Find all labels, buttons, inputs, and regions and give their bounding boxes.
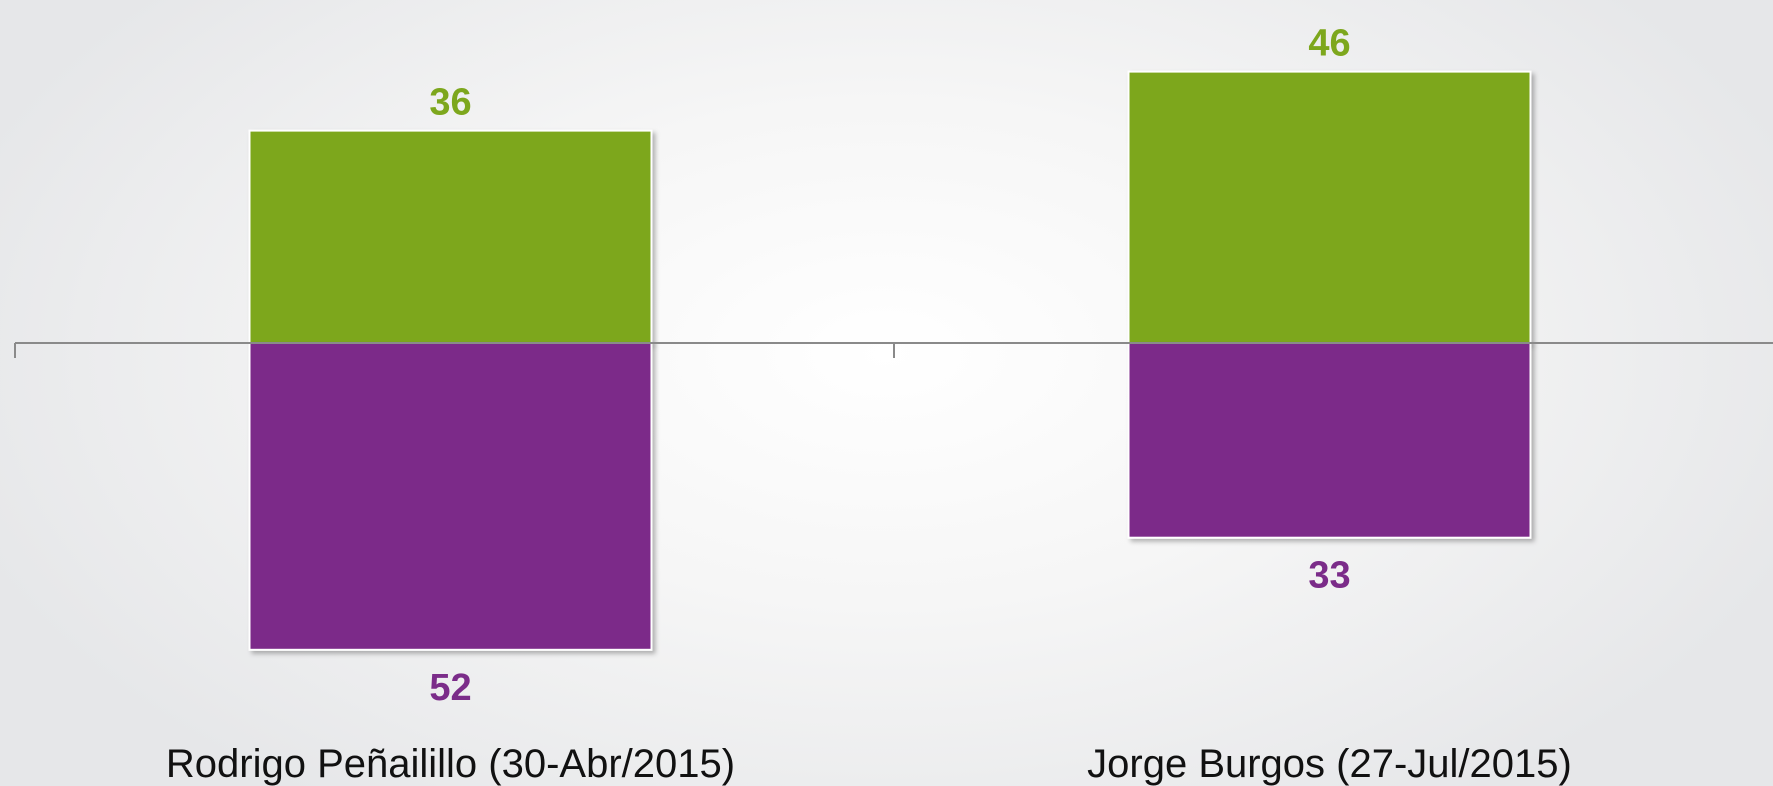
data-label-positive-0: 36 — [429, 82, 471, 124]
bars-layer — [248, 70, 1532, 651]
bar-positive-0 — [248, 129, 653, 344]
bar-negative-1 — [1127, 342, 1532, 539]
x-axis — [14, 342, 1773, 358]
bar-positive-1 — [1127, 70, 1532, 344]
data-label-negative-1: 33 — [1308, 555, 1350, 597]
data-label-positive-1: 46 — [1308, 23, 1350, 65]
labels-layer: 36 52 Rodrigo Peñailillo (30-Abr/2015) 46 33… — [166, 23, 1572, 786]
data-label-negative-0: 52 — [429, 667, 471, 709]
bar-negative-0 — [248, 342, 653, 651]
category-label-0: Rodrigo Peñailillo (30-Abr/2015) — [166, 742, 735, 786]
category-label-1: Jorge Burgos (27-Jul/2015) — [1087, 742, 1572, 786]
